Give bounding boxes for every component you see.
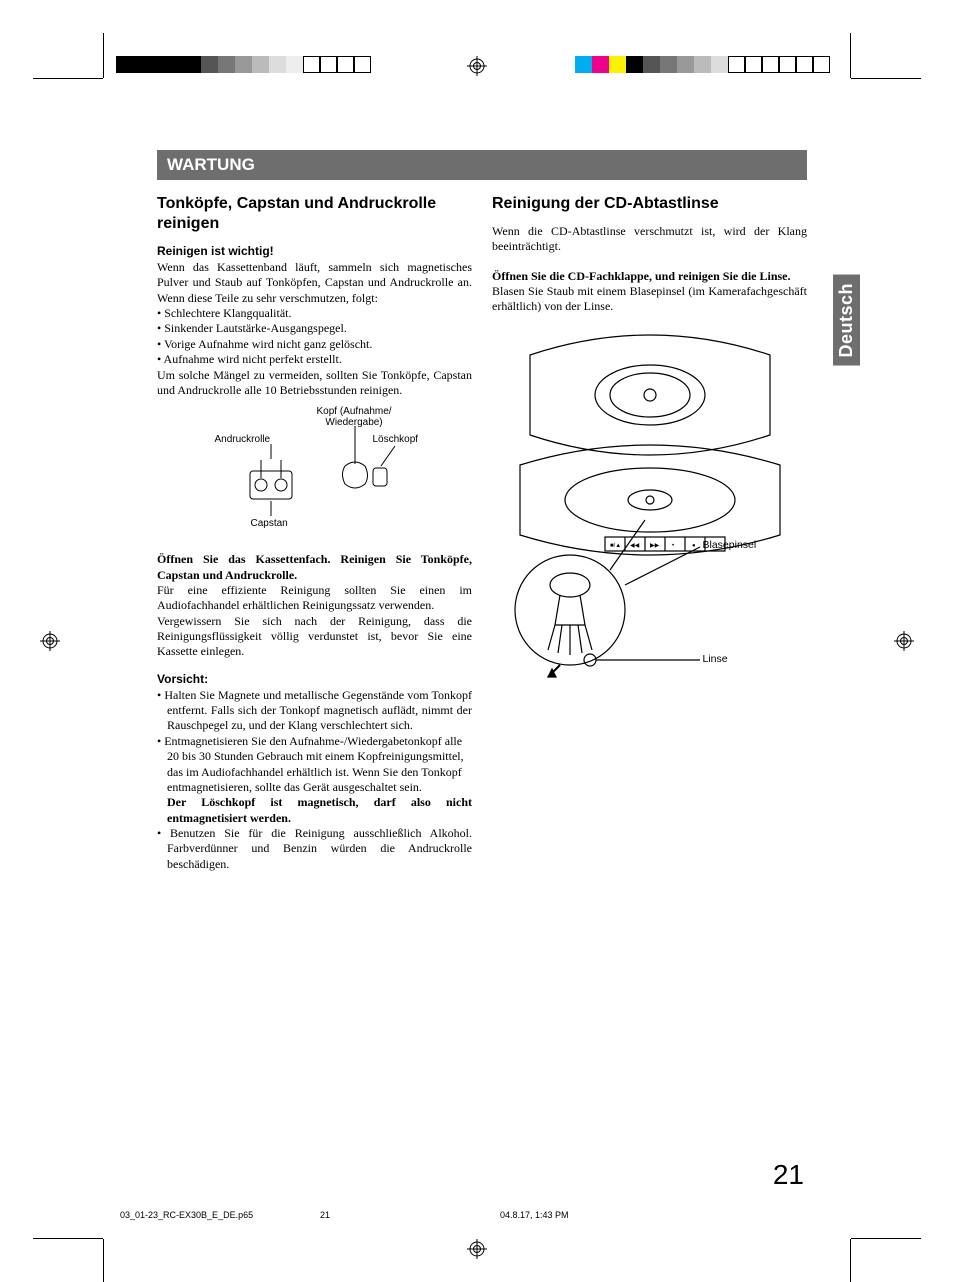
list-item: Entmagnetisieren Sie den Aufnahme-/Wiede… bbox=[157, 734, 472, 826]
crop-mark bbox=[851, 78, 921, 79]
crop-mark bbox=[851, 1238, 921, 1239]
diagram-label: Löschkopf bbox=[373, 434, 419, 445]
diagram-label: Blasepinsel bbox=[703, 539, 757, 551]
cd-lens-diagram: ■/▲ ◀◀ ▶▶ • ● Blasepinsel Linse bbox=[500, 325, 800, 705]
cassette-head-diagram: Andruckrolle Kopf (Aufnahme/ Wiedergabe)… bbox=[195, 406, 435, 546]
bold-instruction: Öffnen Sie die CD-Fachklappe, und reinig… bbox=[492, 269, 807, 284]
crop-mark bbox=[850, 33, 851, 78]
body-text: Vergewissern Sie sich nach der Reinigung… bbox=[157, 614, 472, 660]
language-tab: Deutsch bbox=[833, 275, 860, 366]
heading-cd-linse: Reinigung der CD-Abtastlinse bbox=[492, 194, 807, 214]
list-item: Sinkender Lautstärke-Ausgangspegel. bbox=[157, 321, 472, 336]
registration-mark-icon bbox=[894, 631, 914, 651]
body-text: Wenn die CD-Abtastlinse verschmutzt ist,… bbox=[492, 224, 807, 255]
crop-mark bbox=[850, 1239, 851, 1282]
list-item: Halten Sie Magnete und metallische Gegen… bbox=[157, 688, 472, 734]
subheading-vorsicht: Vorsicht: bbox=[157, 672, 472, 686]
footer-filename: 03_01-23_RC-EX30B_E_DE.p65 bbox=[120, 1210, 320, 1220]
svg-text:•: • bbox=[672, 543, 674, 549]
svg-text:●: ● bbox=[692, 543, 696, 549]
body-text: Wenn das Kassettenband läuft, sammeln si… bbox=[157, 260, 472, 306]
crop-mark bbox=[103, 33, 104, 78]
diagram-label: Linse bbox=[703, 653, 728, 665]
list-item: Vorige Aufnahme wird nicht ganz gelöscht… bbox=[157, 337, 472, 352]
crop-mark bbox=[33, 1238, 103, 1239]
right-column: Reinigung der CD-Abtastlinse Wenn die CD… bbox=[492, 194, 807, 872]
registration-mark-icon bbox=[467, 1239, 487, 1259]
svg-text:◀◀: ◀◀ bbox=[630, 543, 640, 549]
diagram-label: Capstan bbox=[251, 518, 288, 529]
list-item: Benutzen Sie für die Reinigung ausschlie… bbox=[157, 826, 472, 872]
svg-text:▶▶: ▶▶ bbox=[650, 543, 660, 549]
footer-page: 21 bbox=[320, 1210, 500, 1220]
list-item: Schlechtere Klangqualität. bbox=[157, 306, 472, 321]
footer-timestamp: 04.8.17, 1:43 PM bbox=[500, 1210, 700, 1220]
bold-note: Der Löschkopf ist magnetisch, darf also … bbox=[167, 795, 472, 826]
list-item-text: Entmagnetisieren Sie den Aufnahme-/Wiede… bbox=[164, 734, 463, 794]
body-text: Blasen Sie Staub mit einem Blasepinsel (… bbox=[492, 284, 807, 315]
caution-list: Halten Sie Magnete und metallische Gegen… bbox=[157, 688, 472, 872]
page-content: WARTUNG Tonköpfe, Capstan und Andruckrol… bbox=[157, 150, 807, 872]
diagram-label: Kopf (Aufnahme/ Wiedergabe) bbox=[317, 406, 392, 428]
body-text: Für eine effiziente Reinigung sollten Si… bbox=[157, 583, 472, 614]
list-item: Aufnahme wird nicht perfekt erstellt. bbox=[157, 352, 472, 367]
page-number: 21 bbox=[773, 1159, 804, 1191]
section-heading: WARTUNG bbox=[157, 150, 807, 180]
print-footer: 03_01-23_RC-EX30B_E_DE.p65 21 04.8.17, 1… bbox=[120, 1210, 840, 1220]
diagram-label: Andruckrolle bbox=[215, 434, 271, 445]
color-bar-cmyk bbox=[575, 56, 830, 73]
heading-tonkopfe: Tonköpfe, Capstan und Andruckrolle reini… bbox=[157, 194, 472, 234]
crop-mark bbox=[33, 78, 103, 79]
registration-mark-icon bbox=[40, 631, 60, 651]
body-text: Um solche Mängel zu vermeiden, sollten S… bbox=[157, 368, 472, 399]
color-bar-grayscale bbox=[116, 56, 371, 73]
crop-mark bbox=[103, 1239, 104, 1282]
left-column: Tonköpfe, Capstan und Andruckrolle reini… bbox=[157, 194, 472, 872]
registration-mark-icon bbox=[467, 56, 487, 76]
bold-instruction: Öffnen Sie das Kassettenfach. Reinigen S… bbox=[157, 552, 472, 583]
svg-text:■/▲: ■/▲ bbox=[610, 543, 621, 549]
subheading-reinigen-wichtig: Reinigen ist wichtig! bbox=[157, 244, 472, 258]
bullet-list: Schlechtere Klangqualität. Sinkender Lau… bbox=[157, 306, 472, 367]
